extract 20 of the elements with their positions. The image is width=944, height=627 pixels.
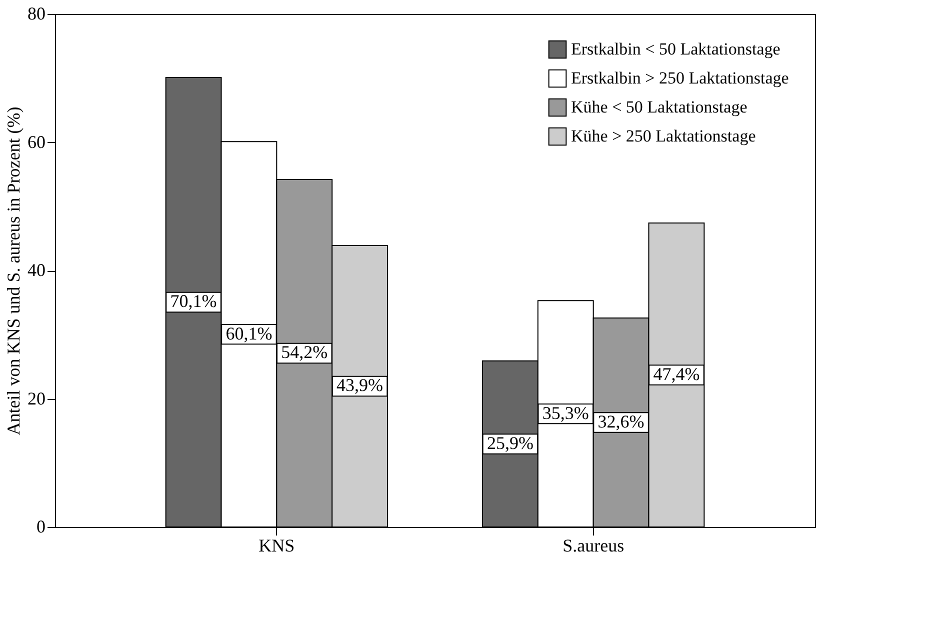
legend-label: Kühe < 50 Laktationstage	[571, 98, 748, 116]
y-tick-label: 80	[28, 4, 46, 24]
legend-label: Erstkalbin > 250 Laktationstage	[571, 68, 789, 88]
y-tick-label: 40	[28, 260, 46, 280]
data-label: 54,2%	[281, 342, 328, 362]
legend-label: Erstkalbin < 50 Laktationstage	[571, 40, 780, 58]
data-label: 70,1%	[170, 291, 217, 312]
data-label: 25,9%	[486, 432, 534, 453]
x-tick-label: S.aureus	[562, 536, 624, 556]
y-tick-label: 60	[28, 132, 46, 152]
data-label: 60,1%	[226, 323, 272, 344]
legend-label: Kühe > 250 Laktationstage	[571, 126, 756, 146]
y-tick-label: 0	[36, 516, 46, 536]
y-tick-label: 20	[28, 388, 46, 408]
x-tick-label: KNS	[258, 536, 295, 556]
data-label: 47,4%	[653, 364, 700, 384]
y-axis-title: Anteil von KNS und S. aureus in Prozent (%)	[4, 106, 24, 436]
data-label: 32,6%	[598, 411, 644, 432]
data-label: 35,3%	[542, 402, 589, 423]
data-label: 43,9%	[336, 375, 384, 396]
